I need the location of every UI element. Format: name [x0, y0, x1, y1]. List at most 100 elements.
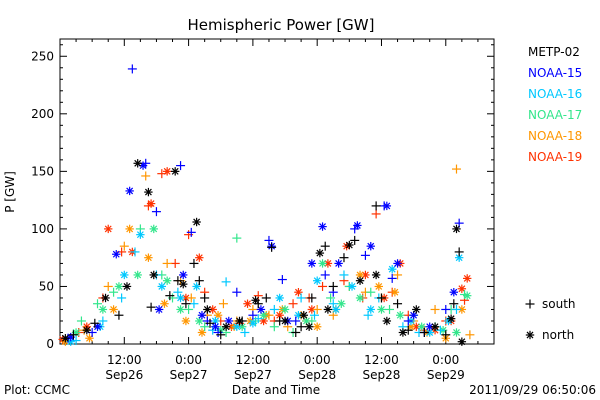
y-tick-label: 50 — [39, 279, 54, 293]
south-point — [103, 281, 113, 291]
south-point — [114, 310, 124, 320]
series-noaa-15 — [63, 64, 464, 343]
north-point — [318, 222, 327, 231]
legend-item: NOAA-15 — [528, 66, 582, 80]
north-point — [280, 305, 290, 314]
south-point — [269, 322, 279, 332]
north-point — [457, 337, 467, 346]
south-point — [68, 330, 78, 340]
north-point — [181, 316, 191, 326]
north-point — [334, 259, 343, 268]
north-point — [122, 282, 132, 291]
north-point — [235, 316, 244, 326]
north-point — [162, 167, 172, 176]
north-point — [197, 311, 207, 320]
south-point — [393, 299, 403, 309]
south-point — [93, 299, 103, 309]
south-point — [454, 247, 464, 257]
south-point — [186, 227, 196, 237]
south-point — [288, 299, 298, 309]
north-point — [179, 270, 188, 280]
south-point — [173, 276, 183, 286]
north-point — [176, 305, 185, 314]
north-point — [525, 330, 535, 340]
north-point — [133, 270, 142, 280]
south-point — [525, 299, 535, 309]
north-point — [345, 240, 354, 250]
north-point — [452, 224, 461, 234]
chart-title: Hemispheric Power [GW] — [188, 16, 375, 34]
north-point — [463, 274, 472, 283]
north-point — [192, 282, 201, 291]
x-tick-date: Sep29 — [427, 368, 465, 382]
south-point — [419, 327, 429, 337]
south-point — [189, 258, 199, 268]
south-point — [117, 293, 127, 303]
south-point — [232, 287, 242, 297]
legend-item: METP-02 — [528, 45, 580, 59]
south-point — [451, 304, 461, 314]
south-point — [312, 304, 322, 314]
south-point — [376, 293, 386, 303]
north-point — [353, 221, 362, 230]
south-point — [451, 164, 461, 174]
south-point — [200, 322, 210, 332]
north-point — [366, 241, 375, 251]
north-point — [248, 319, 258, 328]
x-tick-time: 12:00 — [364, 353, 399, 367]
legend: METP-02 NOAA-15 NOAA-16 NOAA-17 NOAA-18 NOAA-… — [528, 45, 582, 164]
south-point — [269, 304, 279, 314]
south-point — [328, 281, 338, 291]
north-point — [125, 186, 134, 196]
south-point — [146, 302, 156, 312]
north-point — [120, 270, 129, 280]
marker-legend: south north — [525, 297, 576, 342]
north-point — [294, 288, 303, 297]
south-point — [320, 241, 330, 251]
north-point — [382, 316, 392, 326]
north-point — [307, 259, 317, 268]
x-tick-date: Sep26 — [105, 368, 143, 382]
north-point — [85, 334, 94, 343]
north-point — [366, 305, 375, 314]
north-point — [387, 264, 397, 274]
south-point — [318, 281, 328, 291]
y-tick-label: 0 — [46, 337, 54, 351]
y-tick-label: 250 — [31, 49, 54, 63]
south-point — [162, 258, 172, 268]
south-point — [240, 327, 250, 337]
north-point — [221, 322, 231, 331]
south-point — [403, 316, 413, 326]
y-axis-label: P [GW] — [3, 171, 17, 213]
plot-frame — [59, 38, 495, 345]
south-point — [181, 299, 191, 309]
north-point — [304, 322, 314, 331]
north-point — [417, 322, 426, 331]
y-axis: 0 50 100 150 200 250 — [31, 44, 494, 351]
south-point — [261, 293, 271, 303]
north-point — [337, 299, 346, 308]
south-point — [232, 233, 242, 243]
north-point — [160, 299, 169, 308]
north-point — [136, 230, 145, 239]
north-point — [312, 322, 322, 331]
north-point — [299, 311, 308, 320]
data-points — [58, 64, 475, 346]
south-point — [130, 247, 140, 257]
south-point — [441, 304, 451, 314]
north-point — [430, 322, 440, 331]
north-point — [355, 276, 365, 285]
north-point — [396, 311, 405, 320]
north-point — [112, 250, 121, 259]
north-point — [125, 224, 134, 234]
north-point — [243, 299, 252, 308]
south-point — [253, 291, 263, 301]
north-point — [275, 293, 284, 303]
north-point — [331, 305, 341, 314]
north-point — [149, 224, 158, 234]
south-point — [151, 207, 161, 217]
south-point — [296, 293, 306, 303]
south-point — [248, 310, 258, 320]
south-point — [170, 258, 180, 268]
north-point — [452, 328, 461, 337]
